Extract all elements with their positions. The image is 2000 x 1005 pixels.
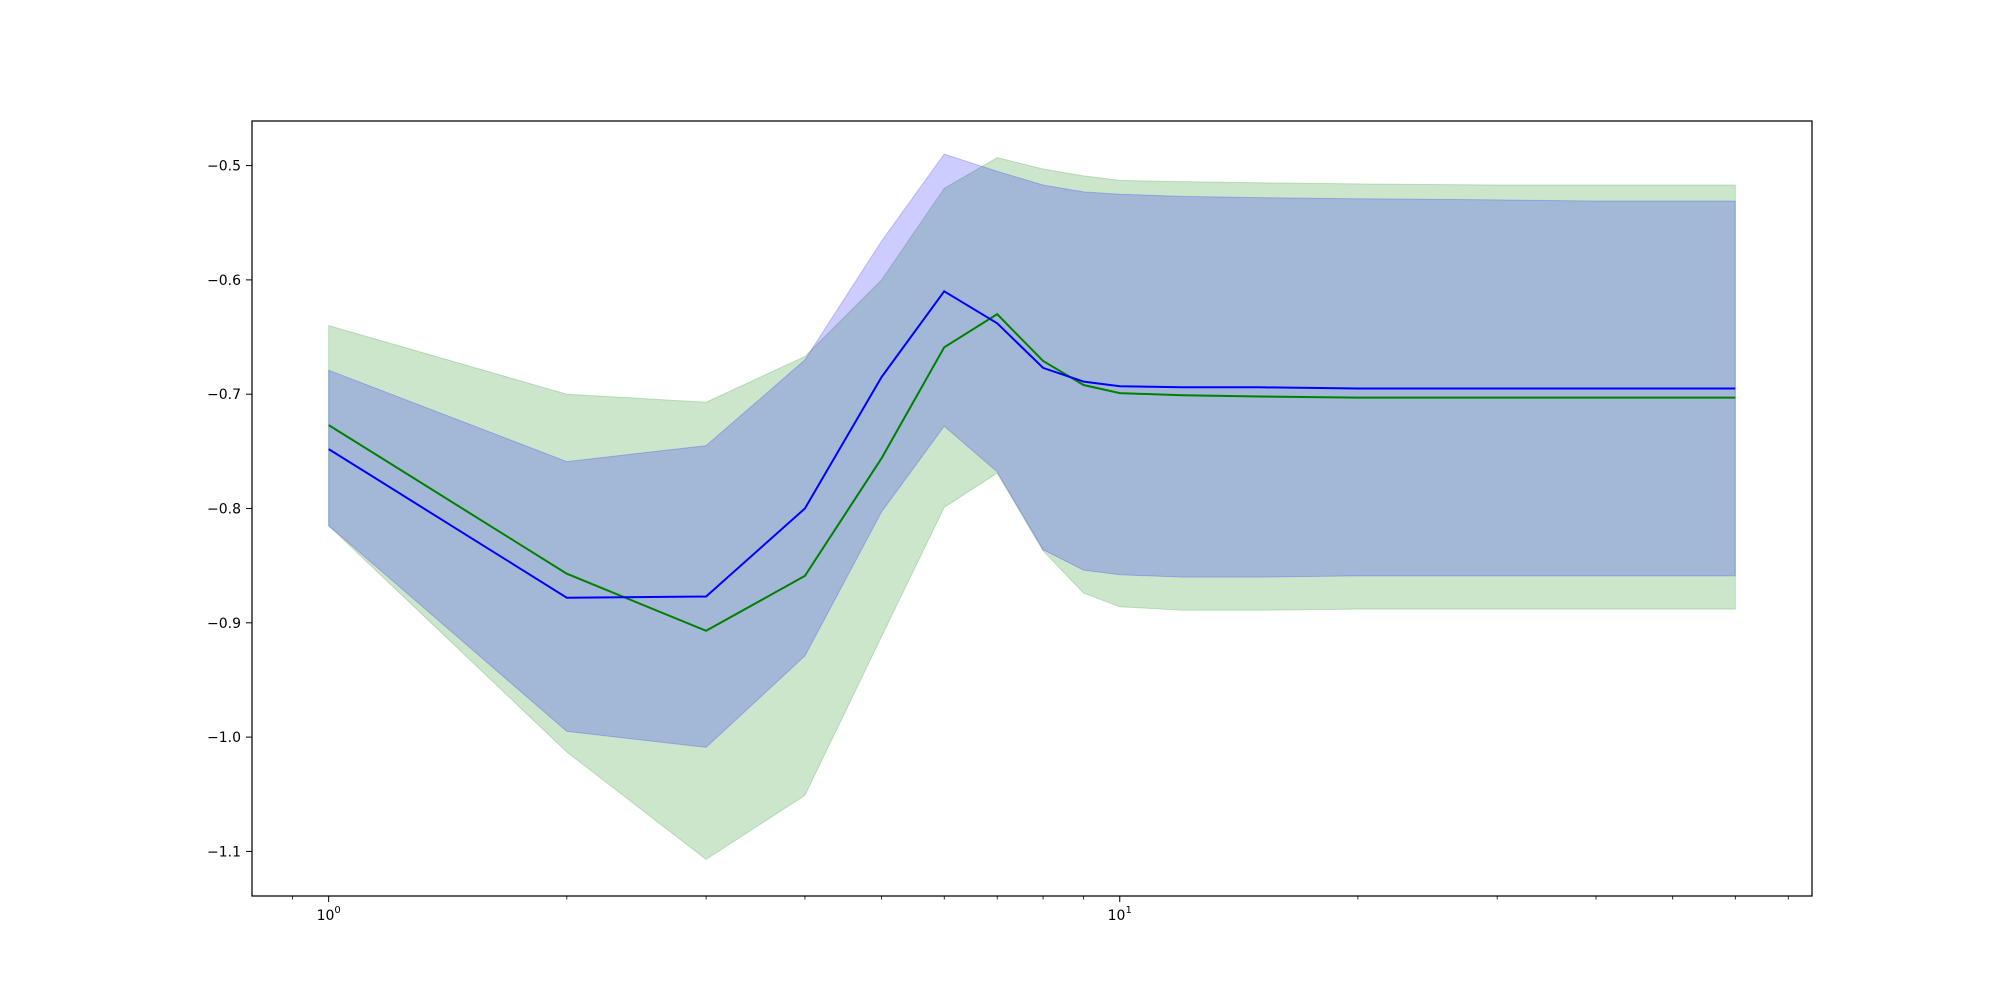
y-tick-label: −0.9 (207, 616, 241, 632)
line-series-1 (328, 289, 1736, 599)
series-lines (328, 289, 1736, 632)
confidence-bands (328, 153, 1736, 861)
x-tick-label-exponent: 1 (1125, 905, 1131, 916)
y-tick-label: −1.1 (207, 844, 241, 860)
x-tick-label-exponent: 0 (334, 905, 340, 916)
y-tick-label: −0.7 (207, 387, 241, 403)
x-tick-label-base: 10 (1108, 908, 1126, 924)
x-tick-label: 101 (1108, 905, 1132, 924)
x-tick-label: 100 (317, 905, 341, 924)
y-axis: −0.5 −0.6 −0.7 −0.8 −0.9 −1.0 −1.1 (207, 159, 252, 860)
y-tick-label: −0.5 (207, 159, 241, 175)
band-series-1 (328, 153, 1736, 748)
line-series-0 (328, 312, 1736, 632)
y-tick-label: −0.6 (207, 273, 241, 289)
y-tick-label: −1.0 (207, 730, 241, 746)
x-axis: 100 101 (292, 896, 1789, 924)
band-series-0 (328, 157, 1736, 861)
x-tick-label-base: 10 (317, 908, 335, 924)
y-tick-label: −0.8 (207, 502, 241, 518)
